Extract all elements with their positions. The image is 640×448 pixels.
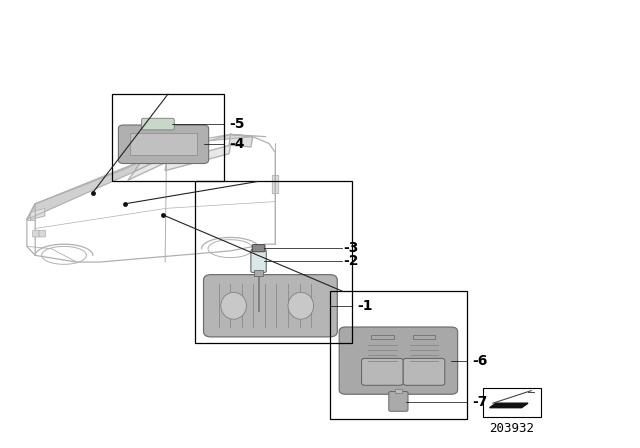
FancyBboxPatch shape xyxy=(118,125,209,164)
Polygon shape xyxy=(165,145,230,171)
Text: -4: -4 xyxy=(229,137,244,151)
Polygon shape xyxy=(490,403,528,408)
Polygon shape xyxy=(27,161,141,220)
FancyBboxPatch shape xyxy=(33,230,39,237)
FancyBboxPatch shape xyxy=(403,358,445,385)
Text: -2: -2 xyxy=(344,254,359,268)
FancyBboxPatch shape xyxy=(362,358,403,385)
Bar xyxy=(254,270,263,276)
FancyBboxPatch shape xyxy=(389,392,408,411)
Text: -7: -7 xyxy=(472,395,488,409)
Text: -3: -3 xyxy=(344,241,359,255)
Ellipse shape xyxy=(288,293,314,319)
Bar xyxy=(371,335,394,339)
Polygon shape xyxy=(141,134,253,161)
FancyBboxPatch shape xyxy=(204,275,337,337)
Bar xyxy=(483,388,541,417)
Ellipse shape xyxy=(221,293,246,319)
Bar xyxy=(413,335,435,339)
FancyBboxPatch shape xyxy=(39,230,45,237)
FancyBboxPatch shape xyxy=(141,118,174,130)
FancyBboxPatch shape xyxy=(252,245,265,252)
Polygon shape xyxy=(272,175,278,193)
FancyBboxPatch shape xyxy=(339,327,458,394)
Bar xyxy=(112,94,224,181)
Text: 203932: 203932 xyxy=(490,422,534,435)
Bar xyxy=(195,181,352,343)
Bar xyxy=(330,291,467,419)
Bar xyxy=(395,389,403,393)
Polygon shape xyxy=(229,134,253,147)
Text: -1: -1 xyxy=(357,299,372,313)
FancyBboxPatch shape xyxy=(251,250,266,272)
Polygon shape xyxy=(128,153,173,180)
Text: -5: -5 xyxy=(229,117,244,131)
Polygon shape xyxy=(31,208,45,220)
Text: -6: -6 xyxy=(472,353,488,368)
Bar xyxy=(130,133,197,155)
Polygon shape xyxy=(134,143,179,172)
